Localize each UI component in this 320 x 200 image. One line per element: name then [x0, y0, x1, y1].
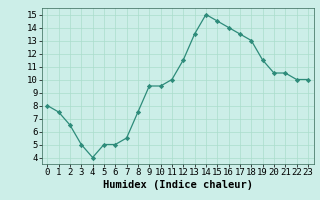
X-axis label: Humidex (Indice chaleur): Humidex (Indice chaleur)	[103, 180, 252, 190]
